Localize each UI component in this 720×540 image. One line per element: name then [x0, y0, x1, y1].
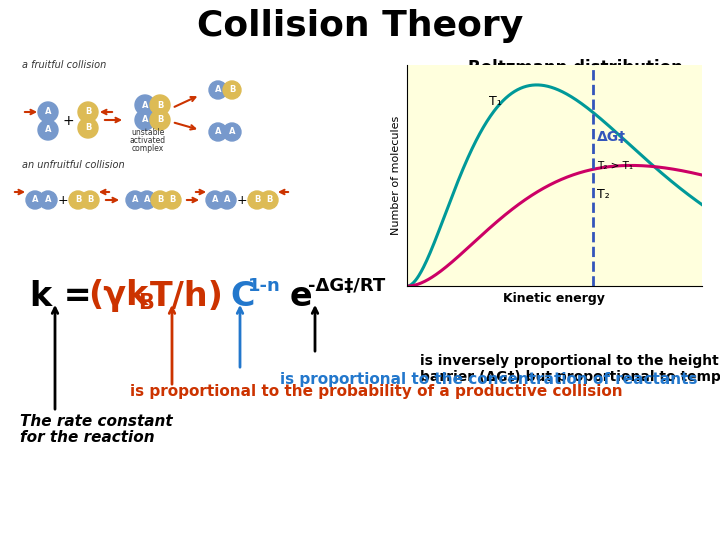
- Text: A: A: [45, 195, 51, 205]
- Circle shape: [218, 191, 236, 209]
- Circle shape: [78, 102, 98, 122]
- Text: B: B: [157, 195, 163, 205]
- Text: B: B: [229, 85, 235, 94]
- Circle shape: [209, 123, 227, 141]
- Circle shape: [38, 120, 58, 140]
- Circle shape: [126, 191, 144, 209]
- Circle shape: [38, 102, 58, 122]
- Text: T/h): T/h): [150, 280, 224, 313]
- Text: B: B: [168, 195, 175, 205]
- Text: complex: complex: [132, 144, 164, 153]
- Text: A: A: [224, 195, 230, 205]
- Circle shape: [78, 118, 98, 138]
- Text: A: A: [229, 127, 235, 137]
- Circle shape: [151, 191, 169, 209]
- Circle shape: [163, 191, 181, 209]
- Circle shape: [150, 95, 170, 115]
- Circle shape: [223, 81, 241, 99]
- Text: B: B: [138, 293, 154, 313]
- X-axis label: Kinetic energy: Kinetic energy: [503, 292, 606, 305]
- Text: ΔG‡: ΔG‡: [597, 130, 626, 144]
- Text: 1-n: 1-n: [248, 277, 281, 295]
- Text: (γk: (γk: [88, 280, 148, 313]
- Text: Boltzmann distribution: Boltzmann distribution: [467, 59, 683, 77]
- Text: e: e: [290, 280, 312, 313]
- Text: -ΔG‡/RT: -ΔG‡/RT: [308, 277, 385, 295]
- Circle shape: [248, 191, 266, 209]
- Text: is proportional to the concentration of reactants: is proportional to the concentration of …: [280, 372, 698, 387]
- Text: B: B: [85, 107, 91, 117]
- Text: B: B: [157, 116, 163, 125]
- Text: T₂ > T₁: T₂ > T₁: [597, 161, 634, 172]
- Text: a fruitful collision: a fruitful collision: [22, 60, 107, 70]
- Text: activated: activated: [130, 136, 166, 145]
- Circle shape: [223, 123, 241, 141]
- Text: is inversely proportional to the height of the
barrier (ΔG‡) but proportional to: is inversely proportional to the height …: [420, 354, 720, 384]
- Text: Collision Theory: Collision Theory: [197, 9, 523, 43]
- Text: A: A: [132, 195, 138, 205]
- Text: A: A: [142, 100, 148, 110]
- Y-axis label: Number of molecules: Number of molecules: [391, 116, 401, 235]
- Text: +: +: [62, 114, 74, 128]
- Text: is proportional to the probability of a productive collision: is proportional to the probability of a …: [130, 384, 623, 399]
- Text: +: +: [237, 193, 247, 206]
- Text: A: A: [45, 125, 51, 134]
- Text: B: B: [157, 100, 163, 110]
- Text: A: A: [215, 127, 221, 137]
- Circle shape: [209, 81, 227, 99]
- FancyBboxPatch shape: [15, 55, 410, 270]
- Text: an unfruitful collision: an unfruitful collision: [22, 160, 125, 170]
- Text: +: +: [58, 193, 68, 206]
- Text: A: A: [45, 107, 51, 117]
- Text: A: A: [215, 85, 221, 94]
- Circle shape: [260, 191, 278, 209]
- Circle shape: [135, 95, 155, 115]
- Circle shape: [138, 191, 156, 209]
- Text: B: B: [254, 195, 260, 205]
- Circle shape: [150, 110, 170, 130]
- Text: A: A: [144, 195, 150, 205]
- Text: B: B: [75, 195, 81, 205]
- Text: for the reaction: for the reaction: [20, 430, 155, 445]
- Text: T₂: T₂: [597, 187, 610, 201]
- Text: k =: k =: [30, 280, 103, 313]
- Text: B: B: [266, 195, 272, 205]
- Text: C: C: [230, 280, 254, 313]
- Text: The rate constant: The rate constant: [20, 414, 173, 429]
- Circle shape: [135, 110, 155, 130]
- Text: A: A: [32, 195, 38, 205]
- Circle shape: [39, 191, 57, 209]
- Text: T₁: T₁: [490, 95, 503, 108]
- Circle shape: [81, 191, 99, 209]
- Text: B: B: [85, 124, 91, 132]
- Text: A: A: [212, 195, 218, 205]
- Text: A: A: [142, 116, 148, 125]
- Circle shape: [26, 191, 44, 209]
- Circle shape: [206, 191, 224, 209]
- Text: B: B: [87, 195, 93, 205]
- Text: unstable: unstable: [131, 128, 165, 137]
- Circle shape: [69, 191, 87, 209]
